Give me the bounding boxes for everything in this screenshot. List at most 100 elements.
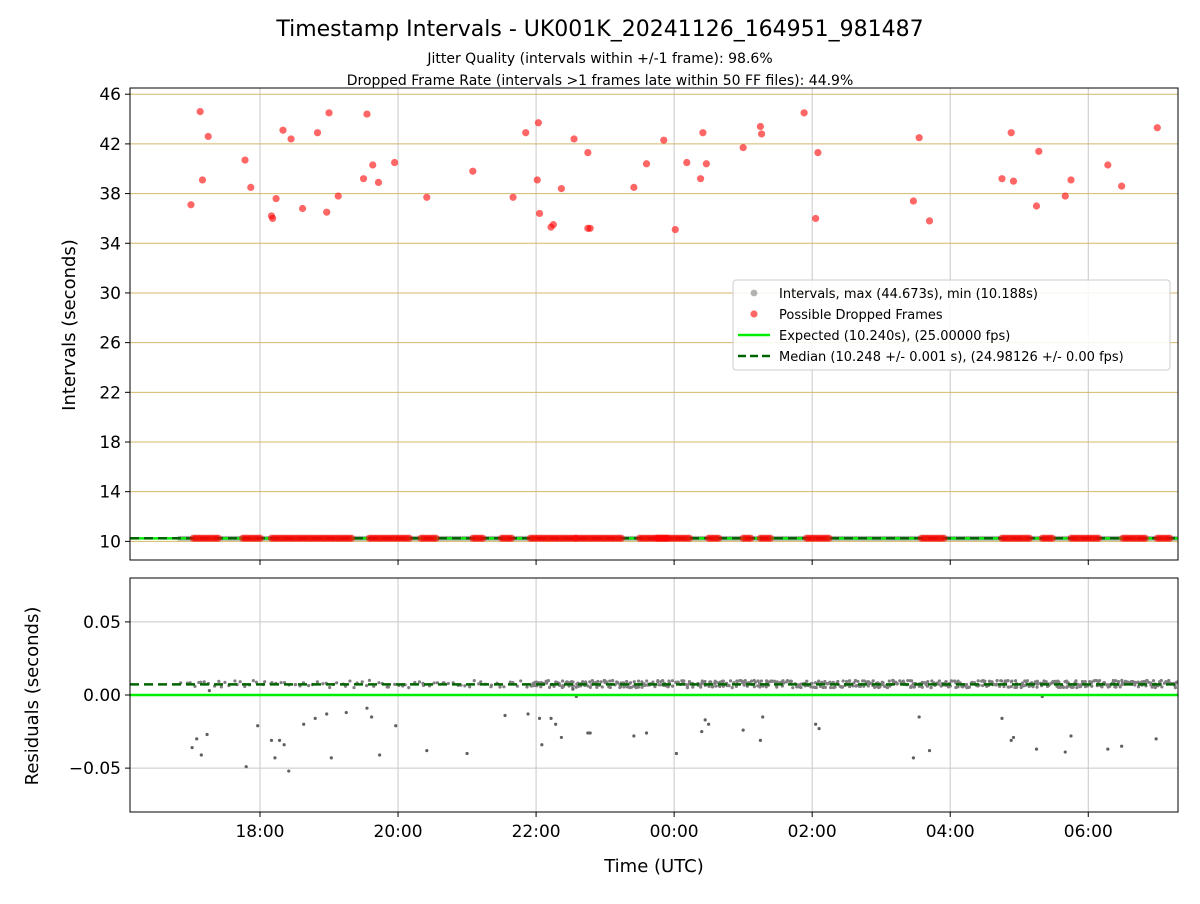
residual-point <box>691 685 695 689</box>
residual-outlier-point <box>1106 747 1110 751</box>
residual-point <box>1051 679 1055 684</box>
residual-point <box>1079 684 1083 688</box>
residual-point <box>611 679 615 683</box>
residual-outlier-point <box>503 713 507 718</box>
residual-point <box>666 684 670 689</box>
x-tick-label: 04:00 <box>926 822 975 842</box>
chart-subtitle-dropped: Dropped Frame Rate (intervals >1 frames … <box>347 73 854 89</box>
legend-box <box>732 279 1171 371</box>
residual-point <box>714 684 718 688</box>
residual-point <box>468 685 472 689</box>
residual-point <box>588 685 592 689</box>
bottom-plot-area <box>130 578 1178 812</box>
residual-point <box>1024 680 1028 684</box>
residual-outlier-point <box>378 753 382 757</box>
dropped-frame-point <box>198 176 207 184</box>
residual-point <box>1009 685 1013 689</box>
residual-outlier-point <box>256 724 260 728</box>
residual-outlier-point <box>1154 737 1158 741</box>
residual-point <box>315 680 319 684</box>
x-tick-label: 00:00 <box>650 822 699 842</box>
residual-outlier-point <box>325 712 329 716</box>
residual-point <box>640 680 644 684</box>
residual-outlier-point <box>554 722 558 726</box>
x-tick-label: 20:00 <box>374 822 423 842</box>
residual-outlier-point <box>644 731 649 735</box>
top-y-tick-label: 42 <box>99 135 121 155</box>
dropped-frame-point <box>1153 124 1161 132</box>
residual-point <box>636 685 641 689</box>
residual-point <box>432 681 436 685</box>
residual-point <box>847 679 852 683</box>
residual-point <box>293 682 298 687</box>
residual-point <box>1009 680 1014 684</box>
residual-point <box>367 678 372 683</box>
residual-point <box>749 679 754 683</box>
x-tick-label: 22:00 <box>512 822 561 842</box>
residual-outlier-point <box>588 731 592 735</box>
dropped-frame-point <box>812 214 820 223</box>
residual-point <box>463 684 467 688</box>
residual-outlier-point <box>1009 738 1013 742</box>
dropped-frame-point <box>757 130 766 138</box>
residual-point <box>1114 685 1118 689</box>
residual-point <box>386 685 391 689</box>
dropped-frame-point <box>549 221 557 229</box>
residual-outlier-point <box>425 748 429 753</box>
residual-outlier-point <box>1034 747 1039 751</box>
residual-outlier-point <box>927 748 932 753</box>
residual-point <box>217 679 221 683</box>
residual-point <box>718 680 722 684</box>
residual-point <box>640 685 644 689</box>
dropped-frame-point <box>390 158 399 167</box>
top-y-tick-label: 30 <box>99 284 121 304</box>
residual-outlier-point <box>394 724 398 728</box>
dropped-frame-point <box>715 534 723 542</box>
residual-point <box>328 685 332 690</box>
residual-point <box>1105 683 1109 687</box>
residual-point <box>599 680 603 684</box>
dropped-frame-point <box>363 110 371 118</box>
dropped-frame-point <box>423 193 431 201</box>
residual-point <box>335 681 339 685</box>
residual-point <box>814 685 818 690</box>
dropped-frame-point <box>696 175 705 183</box>
residual-point <box>193 684 197 689</box>
residual-point <box>937 679 941 683</box>
residual-point <box>588 680 592 684</box>
residual-point <box>407 686 411 690</box>
x-tick-label: 02:00 <box>788 822 837 842</box>
dropped-frame-point <box>660 136 668 144</box>
residual-point <box>1136 685 1141 689</box>
residual-point <box>1114 679 1118 683</box>
residual-point <box>1054 679 1059 684</box>
residual-point <box>703 679 707 684</box>
residual-point <box>251 678 255 683</box>
residual-point <box>502 685 506 689</box>
residual-point <box>1083 685 1088 689</box>
dropped-frame-point <box>998 175 1006 183</box>
residual-outlier-point <box>741 728 745 732</box>
residual-outlier-point <box>329 756 333 760</box>
dropped-frame-point <box>642 160 651 168</box>
residual-outlier-point <box>205 732 209 737</box>
bottom-y-axis-label: Residuals (seconds) <box>22 607 43 786</box>
residual-point <box>856 679 860 684</box>
dropped-frame-point <box>630 183 638 191</box>
dropped-frame-point <box>374 178 383 186</box>
residual-point <box>759 679 764 683</box>
top-y-tick-label: 10 <box>99 532 121 552</box>
bottom-y-tick-label: 0.00 <box>83 686 121 706</box>
residual-point <box>714 680 718 684</box>
residual-point <box>586 684 590 688</box>
residual-point <box>710 685 714 689</box>
residual-point <box>727 683 731 687</box>
residual-point <box>920 685 924 689</box>
dropped-frame-point <box>187 201 195 209</box>
residual-point <box>667 679 671 683</box>
dropped-frame-point <box>369 161 377 169</box>
dropped-frame-point <box>1166 534 1174 542</box>
top-plot-area <box>130 88 1178 560</box>
residual-point <box>682 679 686 683</box>
residual-outlier-point <box>282 743 286 747</box>
